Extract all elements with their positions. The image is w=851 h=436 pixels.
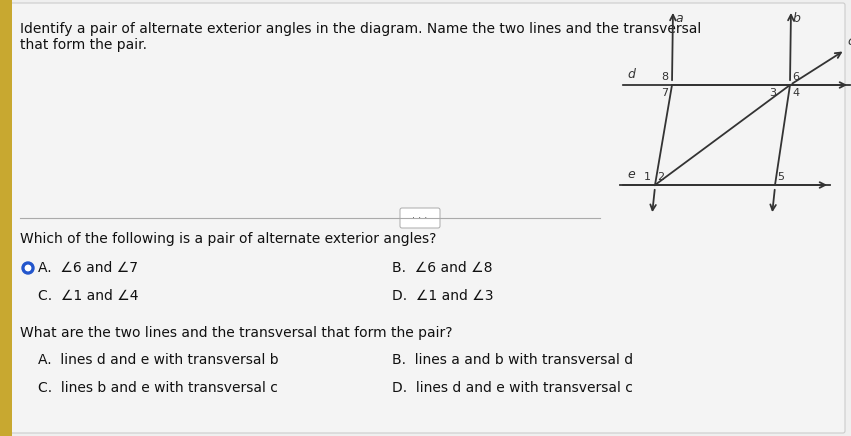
Text: C.  lines b and e with transversal c: C. lines b and e with transversal c — [38, 381, 278, 395]
Text: 3: 3 — [769, 88, 776, 98]
Circle shape — [26, 265, 31, 271]
Text: C.  ∠1 and ∠4: C. ∠1 and ∠4 — [38, 289, 139, 303]
Bar — [0, 0, 12, 436]
Text: 7: 7 — [661, 88, 668, 98]
Text: b: b — [793, 12, 801, 25]
Text: 8: 8 — [661, 72, 668, 82]
Text: B.  ∠6 and ∠8: B. ∠6 and ∠8 — [392, 261, 493, 275]
Text: 6: 6 — [792, 72, 799, 82]
Text: c: c — [847, 35, 851, 48]
Text: 5: 5 — [777, 172, 784, 182]
Text: 4: 4 — [792, 88, 799, 98]
Text: that form the pair.: that form the pair. — [20, 38, 147, 52]
FancyBboxPatch shape — [6, 3, 845, 433]
Text: A.  lines d and e with transversal b: A. lines d and e with transversal b — [38, 353, 278, 367]
Text: B.  lines a and b with transversal d: B. lines a and b with transversal d — [392, 353, 633, 367]
Text: D.  ∠1 and ∠3: D. ∠1 and ∠3 — [392, 289, 494, 303]
Text: Which of the following is a pair of alternate exterior angles?: Which of the following is a pair of alte… — [20, 232, 437, 246]
Text: · · ·: · · · — [413, 213, 427, 223]
Text: A.  ∠6 and ∠7: A. ∠6 and ∠7 — [38, 261, 138, 275]
Text: D.  lines d and e with transversal c: D. lines d and e with transversal c — [392, 381, 633, 395]
Text: d: d — [627, 68, 635, 81]
Text: a: a — [675, 12, 683, 25]
Text: 2: 2 — [657, 172, 664, 182]
Text: 1: 1 — [644, 172, 651, 182]
Text: What are the two lines and the transversal that form the pair?: What are the two lines and the transvers… — [20, 326, 453, 340]
FancyBboxPatch shape — [400, 208, 440, 228]
Circle shape — [22, 262, 34, 274]
Text: Identify a pair of alternate exterior angles in the diagram. Name the two lines : Identify a pair of alternate exterior an… — [20, 22, 701, 36]
Text: e: e — [627, 168, 635, 181]
